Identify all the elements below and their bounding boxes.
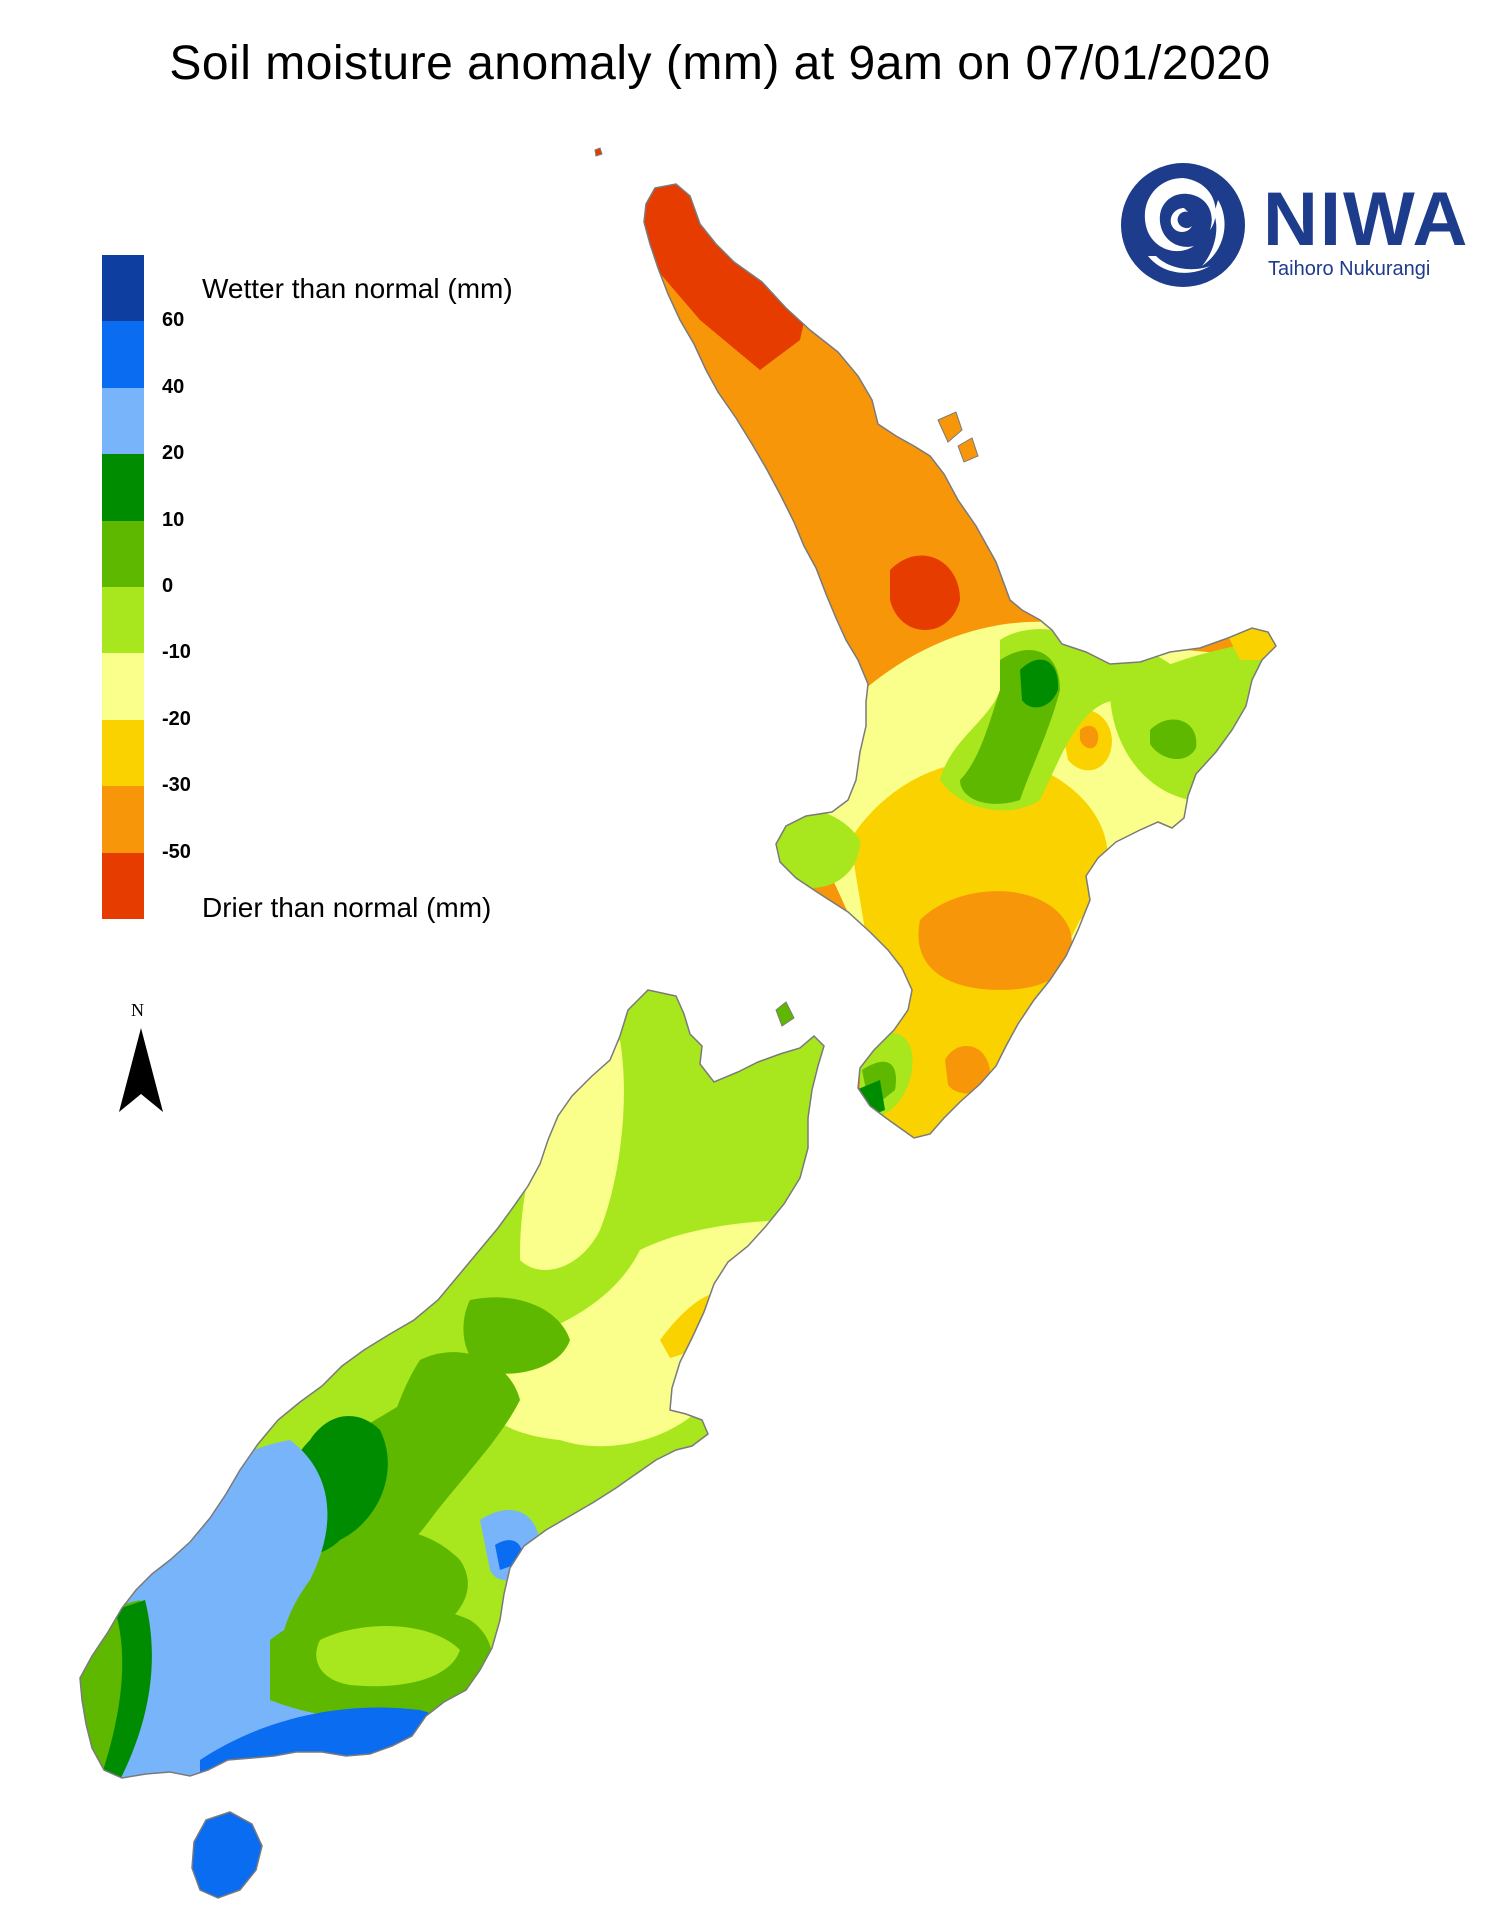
legend-swatch — [102, 387, 144, 455]
legend-swatch — [102, 719, 144, 787]
legend-swatch — [102, 520, 144, 587]
legend-tick: -50 — [162, 841, 191, 863]
legend-tick: 60 — [162, 309, 185, 331]
legend-color-bar — [102, 255, 144, 919]
niwa-logo: NIWA Taihoro Nukurangi — [1118, 160, 1478, 300]
north-arrow-icon — [119, 1028, 163, 1112]
legend-wetter-label: Wetter than normal (mm) — [202, 273, 513, 304]
legend-swatch — [102, 653, 144, 720]
legend-swatch — [102, 786, 144, 853]
legend-drier-label: Drier than normal (mm) — [202, 892, 492, 923]
north-arrow: N — [110, 1000, 170, 1112]
legend-tick: 10 — [162, 509, 185, 531]
legend-tick: 40 — [162, 376, 185, 398]
legend-swatch — [102, 321, 144, 388]
niwa-swirl-icon — [1121, 163, 1245, 287]
legend-tick: -30 — [162, 774, 191, 796]
south-island — [80, 990, 824, 1778]
legend-tick: 20 — [162, 442, 185, 464]
north-label: N — [131, 1000, 144, 1020]
legend-swatch — [102, 255, 144, 322]
niwa-logo-subtitle: Taihoro Nukurangi — [1268, 258, 1431, 280]
legend: 60 40 20 10 0 -10 -20 -30 -50 Wetter tha… — [102, 255, 602, 935]
map-title: Soil moisture anomaly (mm) at 9am on 07/… — [169, 37, 1271, 90]
legend-swatch — [102, 852, 144, 919]
north-island — [644, 184, 1276, 1138]
legend-tick: -10 — [162, 641, 191, 663]
niwa-logo-text: NIWA — [1263, 177, 1470, 262]
legend-swatch — [102, 454, 144, 521]
legend-tick: -20 — [162, 708, 191, 730]
legend-swatch — [102, 586, 144, 654]
legend-tick: 0 — [162, 575, 174, 597]
